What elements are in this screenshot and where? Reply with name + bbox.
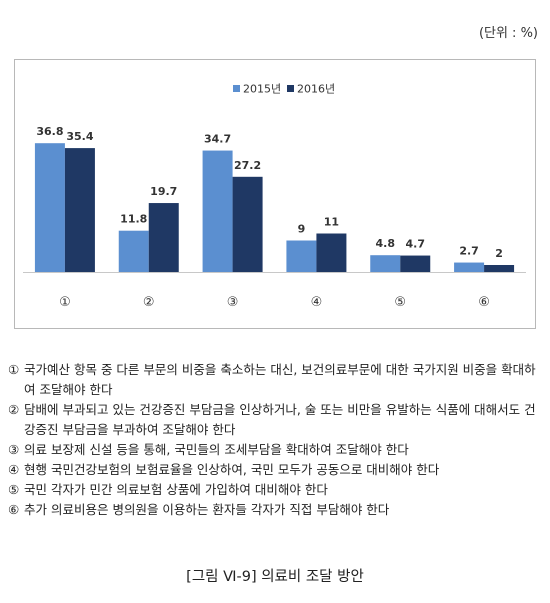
- note-text: 현행 국민건강보험의 보험료율을 인상하여, 국민 모두가 공동으로 대비해야 …: [24, 462, 440, 477]
- note-number: ④: [8, 462, 20, 477]
- note-text: 국민 각자가 민간 의료보험 상품에 가입하여 대비해야 한다: [24, 482, 328, 497]
- data-label: 2: [495, 247, 503, 260]
- note-item: ② 담배에 부과되고 있는 건강증진 부담금을 인상하거나, 술 또는 비만을 유…: [8, 400, 546, 440]
- bar: [64, 148, 95, 272]
- notes-list: ① 국가예산 항목 중 다른 부문의 비중을 축소하는 대신, 보건의료부문에 대…: [8, 360, 546, 520]
- bar: [316, 233, 347, 272]
- x-tick-label: ①: [59, 295, 71, 310]
- bar: [34, 143, 65, 272]
- data-label: 2.7: [459, 245, 479, 258]
- bar: [232, 176, 263, 272]
- x-tick-label: ④: [311, 295, 323, 310]
- data-label: 9: [298, 223, 306, 236]
- bar: [118, 230, 149, 272]
- data-label: 35.4: [66, 130, 93, 143]
- data-label: 4.8: [376, 237, 396, 250]
- bar-chart: 2015년 2016년 36.8 35.4 ① 11.8 19.7 ② 34.727.2 ③ 9 11…: [23, 83, 526, 310]
- bar: [454, 262, 485, 272]
- note-item: ⑥ 추가 의료비용은 병의원을 이용하는 환자들 각자가 직접 부담해야 한다: [8, 500, 546, 520]
- legend-label: 2016년: [297, 83, 335, 96]
- note-item: ④ 현행 국민건강보험의 보험료율을 인상하여, 국민 모두가 공동으로 대비해야…: [8, 460, 546, 480]
- bar: [202, 150, 233, 272]
- note-text: 국가예산 항목 중 다른 부문의 비중을 축소하는 대신, 보건의료부문에 대한…: [24, 362, 536, 397]
- chart-frame: 2015년 2016년 36.8 35.4 ① 11.8 19.7 ② 34.7 27.2 ③ 9 11…: [14, 59, 536, 329]
- note-number: ①: [8, 362, 20, 377]
- note-text: 의료 보장제 신설 등을 통해, 국민들의 조세부담을 확대하여 조달해야 한다: [24, 442, 409, 457]
- note-item: ⑤ 국민 각자가 민간 의료보험 상품에 가입하여 대비해야 한다: [8, 480, 546, 500]
- note-number: ⑤: [8, 482, 20, 497]
- data-label: 34.7: [204, 133, 231, 146]
- x-tick-label: ⑤: [394, 295, 406, 310]
- data-label: 11.8: [120, 213, 147, 226]
- figure-caption: [그림 Ⅵ-9] 의료비 조달 방안: [186, 569, 364, 585]
- note-text: 담배에 부과되고 있는 건강증진 부담금을 인상하거나, 술 또는 비만을 유발…: [24, 402, 536, 437]
- x-tick-label: ③: [227, 295, 239, 310]
- note-number: ②: [8, 402, 20, 417]
- legend-swatch: [287, 85, 294, 92]
- x-tick-label: ⑥: [478, 295, 490, 310]
- legend-label: 2015년: [243, 83, 281, 96]
- data-label: 4.7: [406, 238, 426, 251]
- note-number: ⑥: [8, 502, 20, 517]
- bar: [370, 255, 401, 272]
- note-item: ③ 의료 보장제 신설 등을 통해, 국민들의 조세부담을 확대하여 조달해야 한…: [8, 440, 546, 460]
- note-text: 추가 의료비용은 병의원을 이용하는 환자들 각자가 직접 부담해야 한다: [24, 502, 390, 517]
- legend-swatch: [233, 85, 240, 92]
- bar: [148, 203, 179, 272]
- data-label: 19.7: [150, 185, 177, 198]
- data-label: 27.2: [234, 159, 261, 172]
- unit-label: (단위 : %): [478, 26, 538, 41]
- x-tick-label: ②: [143, 295, 155, 310]
- data-label: 11: [324, 216, 339, 229]
- note-item: ① 국가예산 항목 중 다른 부문의 비중을 축소하는 대신, 보건의료부문에 대…: [8, 360, 546, 400]
- bar: [400, 255, 431, 272]
- bar: [286, 240, 317, 272]
- note-number: ③: [8, 442, 20, 457]
- data-label: 36.8: [36, 125, 63, 138]
- bar: [484, 265, 515, 272]
